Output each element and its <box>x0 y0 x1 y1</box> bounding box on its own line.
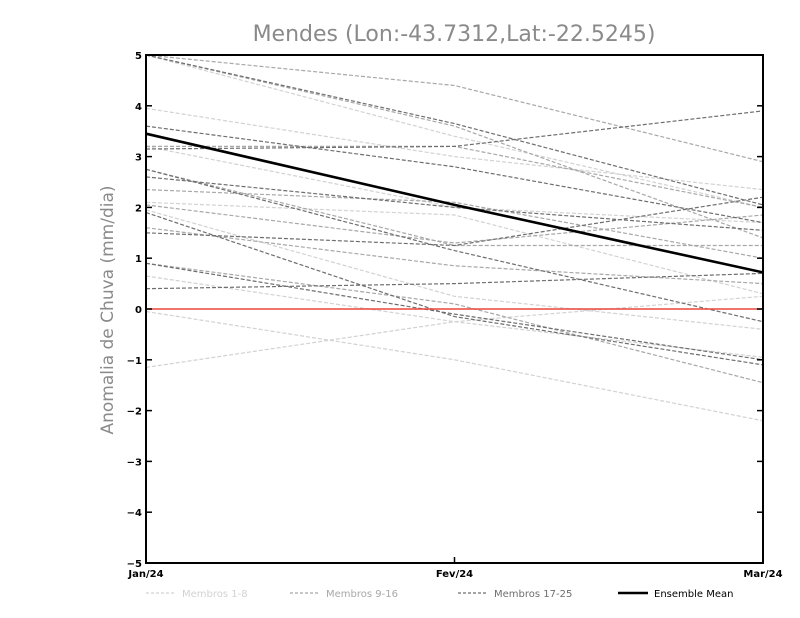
y-axis-ticks: −5 −4 −3 −2 −1 0 1 2 3 4 5 <box>127 51 763 570</box>
ensemble-mean-line <box>145 132 764 274</box>
x-axis-ticks: Jan/24 Fev/24 Mar/24 <box>127 557 783 580</box>
legend-label: Membros 1-8 <box>182 589 248 600</box>
member-line-1-3 <box>145 295 764 368</box>
member-line-3-2 <box>145 110 764 150</box>
member-line-2-2 <box>145 204 764 244</box>
y-tick-label: 0 <box>135 305 142 316</box>
member-line-1-6 <box>145 310 764 422</box>
plot-lines <box>145 54 764 422</box>
member-line-1-4 <box>145 54 764 208</box>
y-axis-label: Anomalia de Chuva (mm/dia) <box>98 185 118 434</box>
member-line-3-7 <box>145 196 764 247</box>
member-line-2-6 <box>145 262 764 384</box>
y-tick-label: −2 <box>127 407 142 418</box>
y-tick-label: 3 <box>135 153 142 164</box>
y-tick-label: −4 <box>127 508 142 519</box>
member-line-2-7 <box>145 189 764 259</box>
member-line-1-1 <box>145 107 764 191</box>
chart-title: Mendes (Lon:-43.7312,Lat:-22.5245) <box>253 22 656 47</box>
legend-label: Membros 9-16 <box>326 589 398 600</box>
legend: Membros 1-8 Membros 9-16 Membros 17-25 Ense… <box>146 589 733 600</box>
y-tick-label: 4 <box>135 102 142 113</box>
y-tick-label: 5 <box>135 51 142 62</box>
member-line-3-3 <box>145 272 764 290</box>
y-tick-label: 1 <box>135 254 142 265</box>
member-line-2-8 <box>145 54 764 239</box>
x-tick-label: Fev/24 <box>436 569 473 580</box>
y-tick-label: −1 <box>127 356 142 367</box>
member-line-1-7 <box>145 145 764 224</box>
member-line-2-3 <box>145 227 764 285</box>
member-line-3-6 <box>145 262 764 361</box>
member-line-1-8 <box>145 209 764 330</box>
x-tick-label: Mar/24 <box>743 569 782 580</box>
member-line-3-5 <box>145 176 764 231</box>
y-tick-label: −3 <box>127 457 142 468</box>
legend-label: Membros 17-25 <box>494 589 572 600</box>
y-tick-label: −5 <box>127 559 142 570</box>
y-tick-label: 2 <box>135 203 142 214</box>
legend-label: Ensemble Mean <box>654 589 733 600</box>
member-line-2-4 <box>145 168 763 247</box>
member-line-3-1 <box>145 125 764 224</box>
member-line-2-5 <box>145 54 764 163</box>
member-line-1-5 <box>145 201 764 295</box>
member-line-1-2 <box>145 275 764 358</box>
x-tick-label: Jan/24 <box>127 569 163 580</box>
member-line-3-9 <box>145 168 764 323</box>
member-line-3-4 <box>145 211 764 366</box>
member-line-3-8 <box>145 54 764 206</box>
